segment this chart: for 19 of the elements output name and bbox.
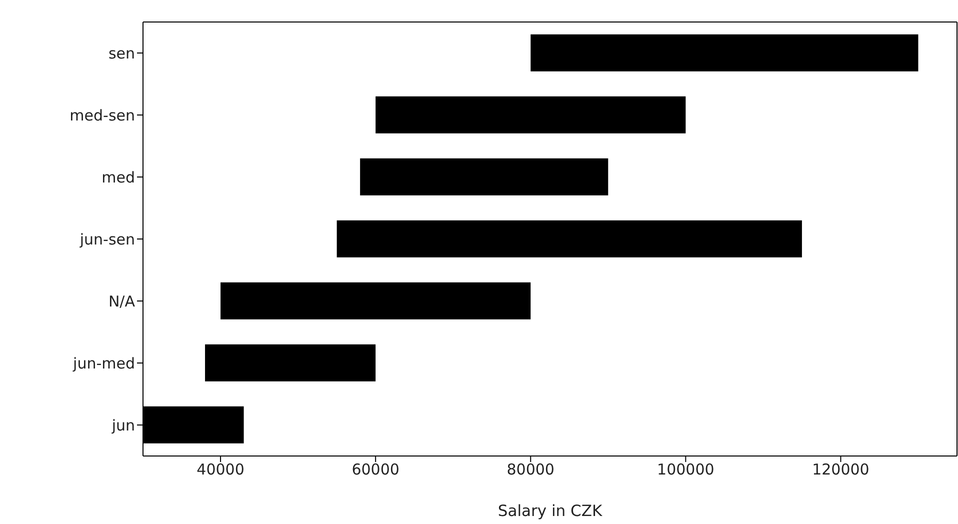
x-tick-label: 80000	[506, 460, 554, 479]
y-tick-label: sen	[108, 44, 135, 62]
bar	[205, 344, 376, 382]
y-tick-label: N/A	[108, 292, 136, 310]
bar	[530, 34, 918, 72]
x-axis-title: Salary in CZK	[498, 502, 603, 520]
y-tick-label: jun	[110, 416, 135, 434]
x-tick-label: 60000	[352, 460, 400, 479]
y-tick-label: med	[102, 168, 135, 186]
x-tick-label: 120000	[812, 460, 870, 479]
bar	[336, 220, 802, 258]
bar	[360, 158, 608, 196]
bar	[220, 282, 531, 320]
y-tick-label: jun-med	[72, 354, 135, 372]
y-tick-label: med-sen	[70, 106, 135, 124]
y-tick-label: jun-sen	[78, 230, 135, 248]
x-tick-label: 40000	[196, 460, 244, 479]
x-tick-label: 100000	[657, 460, 714, 479]
bar	[376, 96, 686, 134]
